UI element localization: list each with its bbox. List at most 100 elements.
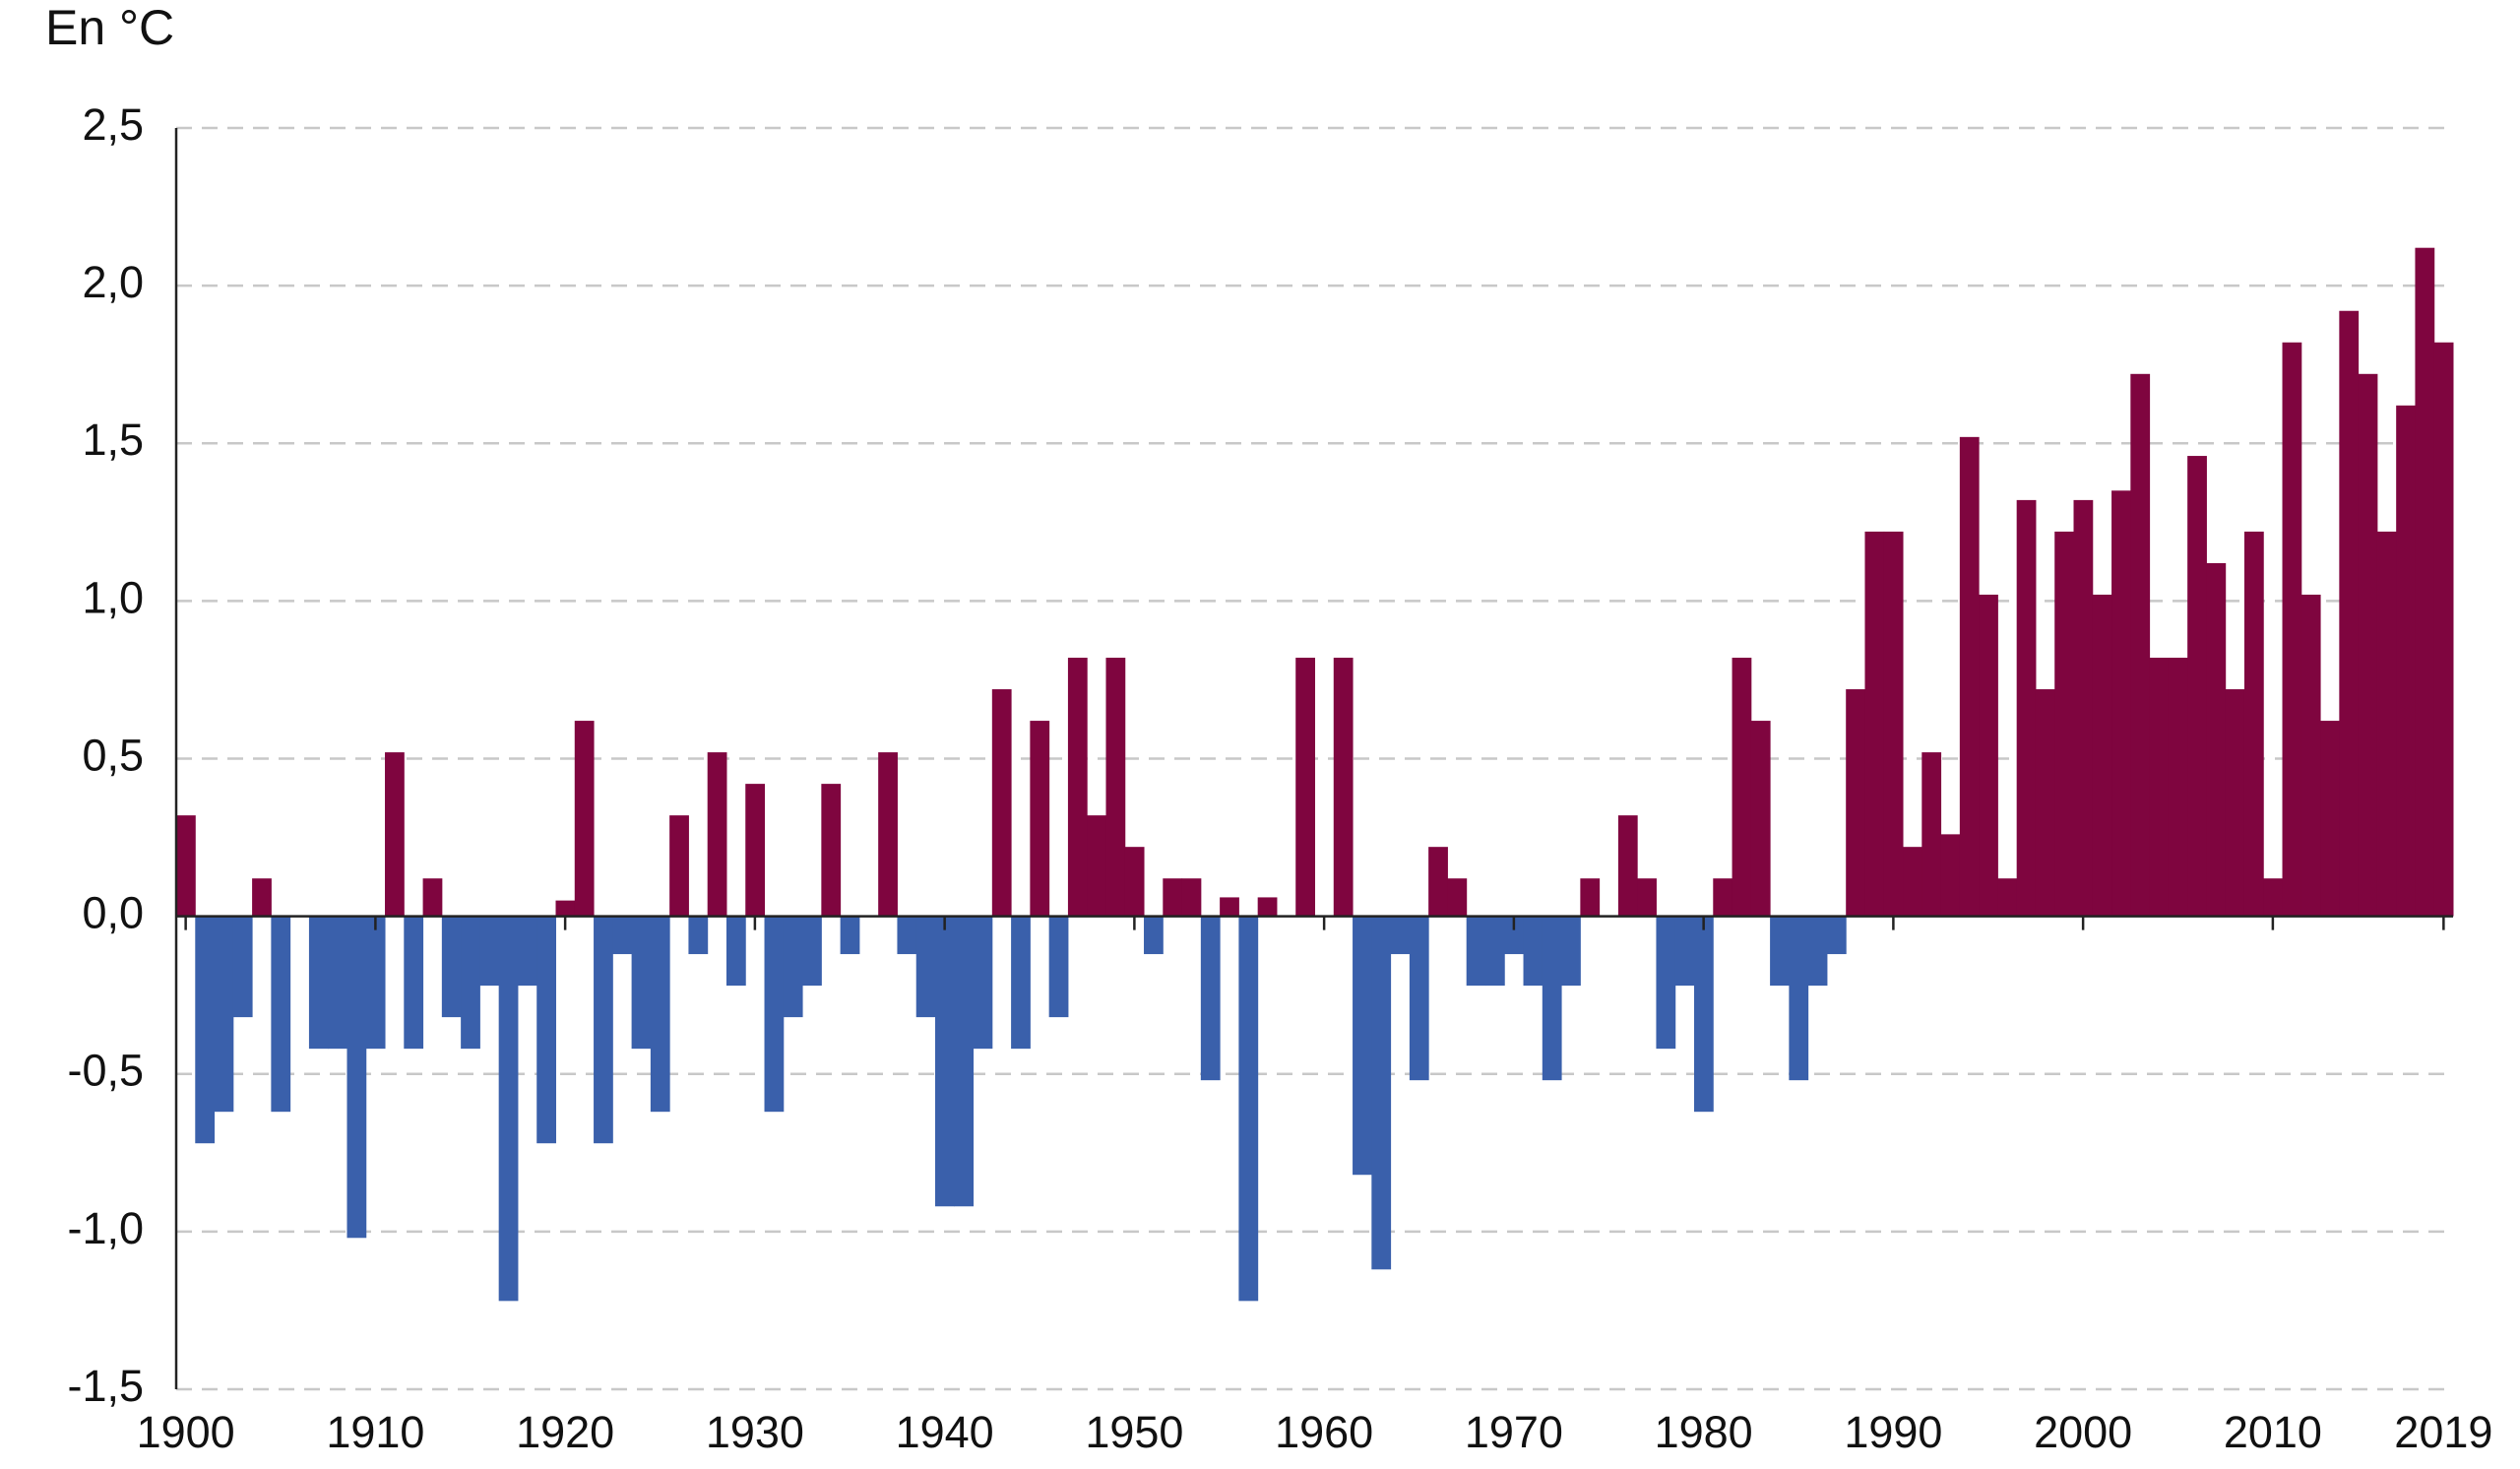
bar	[404, 916, 424, 1050]
x-tick-label: 1930	[706, 1407, 804, 1457]
bar	[2263, 878, 2284, 917]
bar	[1428, 847, 1448, 917]
bar	[308, 916, 329, 1050]
bar	[2035, 689, 2055, 917]
bar	[1979, 594, 1998, 917]
x-tick-label: 1990	[1844, 1407, 1942, 1457]
bar	[1940, 834, 1961, 917]
bar	[973, 916, 993, 1050]
bar	[1637, 878, 1657, 917]
bar	[1617, 815, 1638, 917]
bar	[631, 916, 652, 1050]
x-tick-label: 2000	[2034, 1407, 2132, 1457]
bar	[1580, 878, 1601, 917]
bar	[1200, 916, 1221, 1081]
bar	[1238, 916, 1259, 1302]
y-tick-label: 1,5	[82, 415, 144, 465]
bar	[365, 916, 386, 1050]
bar	[328, 916, 347, 1050]
bar	[1484, 916, 1505, 987]
bar	[1144, 916, 1164, 955]
bar	[1523, 916, 1544, 987]
bar	[2016, 499, 2037, 917]
x-tick-label: 1910	[326, 1407, 424, 1457]
bar	[1466, 916, 1486, 987]
bar	[1030, 721, 1050, 917]
bar	[991, 689, 1012, 917]
bar	[2376, 531, 2397, 917]
bar	[1333, 658, 1354, 917]
bar	[1674, 916, 1695, 987]
bar	[707, 752, 727, 917]
bar	[612, 916, 633, 955]
bar	[1105, 658, 1126, 917]
bar	[1656, 916, 1676, 1050]
bar	[1257, 897, 1278, 917]
bar	[2225, 689, 2245, 917]
y-tick-label: 0,0	[82, 888, 144, 938]
bar	[1067, 658, 1088, 917]
bar	[2433, 342, 2454, 917]
bar	[2092, 594, 2112, 917]
bar	[669, 815, 689, 917]
bar	[2396, 405, 2416, 917]
bar	[878, 752, 898, 917]
bar	[1883, 531, 1904, 917]
x-tick-label: 1920	[516, 1407, 614, 1457]
bar	[2168, 658, 2188, 917]
bar	[1409, 916, 1429, 1081]
bar	[1903, 847, 1922, 917]
bar	[271, 916, 291, 1113]
bar	[346, 916, 367, 1239]
bar	[1750, 721, 1771, 917]
x-tick-label: 1960	[1275, 1407, 1373, 1457]
bar	[2282, 342, 2302, 917]
bar	[1732, 658, 1752, 917]
x-tick-label: 1940	[896, 1407, 994, 1457]
bar	[574, 721, 595, 917]
bar	[1011, 916, 1031, 1050]
bar	[915, 916, 936, 1018]
bar	[2111, 490, 2131, 917]
bar	[176, 815, 196, 917]
bar	[2206, 562, 2227, 917]
x-tick-label: 2019	[2394, 1407, 2492, 1457]
x-tick-label: 2010	[2224, 1407, 2322, 1457]
bar	[1220, 897, 1239, 917]
bar	[688, 916, 709, 955]
x-tick-label: 1980	[1655, 1407, 1753, 1457]
bar	[1390, 916, 1411, 955]
bar	[745, 784, 766, 917]
bar	[1371, 916, 1392, 1270]
bar	[2358, 373, 2378, 917]
bar	[2054, 531, 2074, 917]
bar	[2339, 310, 2360, 917]
y-tick-label: 2,5	[82, 99, 144, 150]
bar	[2149, 658, 2170, 917]
bar	[1353, 916, 1372, 1176]
bar	[821, 784, 842, 917]
bar	[1959, 436, 1980, 917]
x-tick-label: 1970	[1465, 1407, 1563, 1457]
bar	[2073, 499, 2094, 917]
bar	[1713, 878, 1733, 917]
bar	[252, 878, 272, 917]
y-tick-label: 0,5	[82, 730, 144, 780]
bar	[2243, 531, 2264, 917]
bar	[783, 916, 803, 1018]
y-tick-label: -0,5	[67, 1046, 144, 1096]
bar	[1163, 878, 1183, 917]
bar	[422, 878, 443, 917]
bar	[479, 916, 500, 987]
bar	[1295, 658, 1315, 917]
bar	[802, 916, 822, 987]
bar	[1504, 916, 1525, 955]
bar	[385, 752, 405, 917]
y-tick-label: 1,0	[82, 572, 144, 622]
bar	[461, 916, 480, 1050]
bar	[441, 916, 462, 1018]
bar	[764, 916, 785, 1113]
chart-title: En °C	[45, 0, 174, 55]
bar	[195, 916, 216, 1144]
